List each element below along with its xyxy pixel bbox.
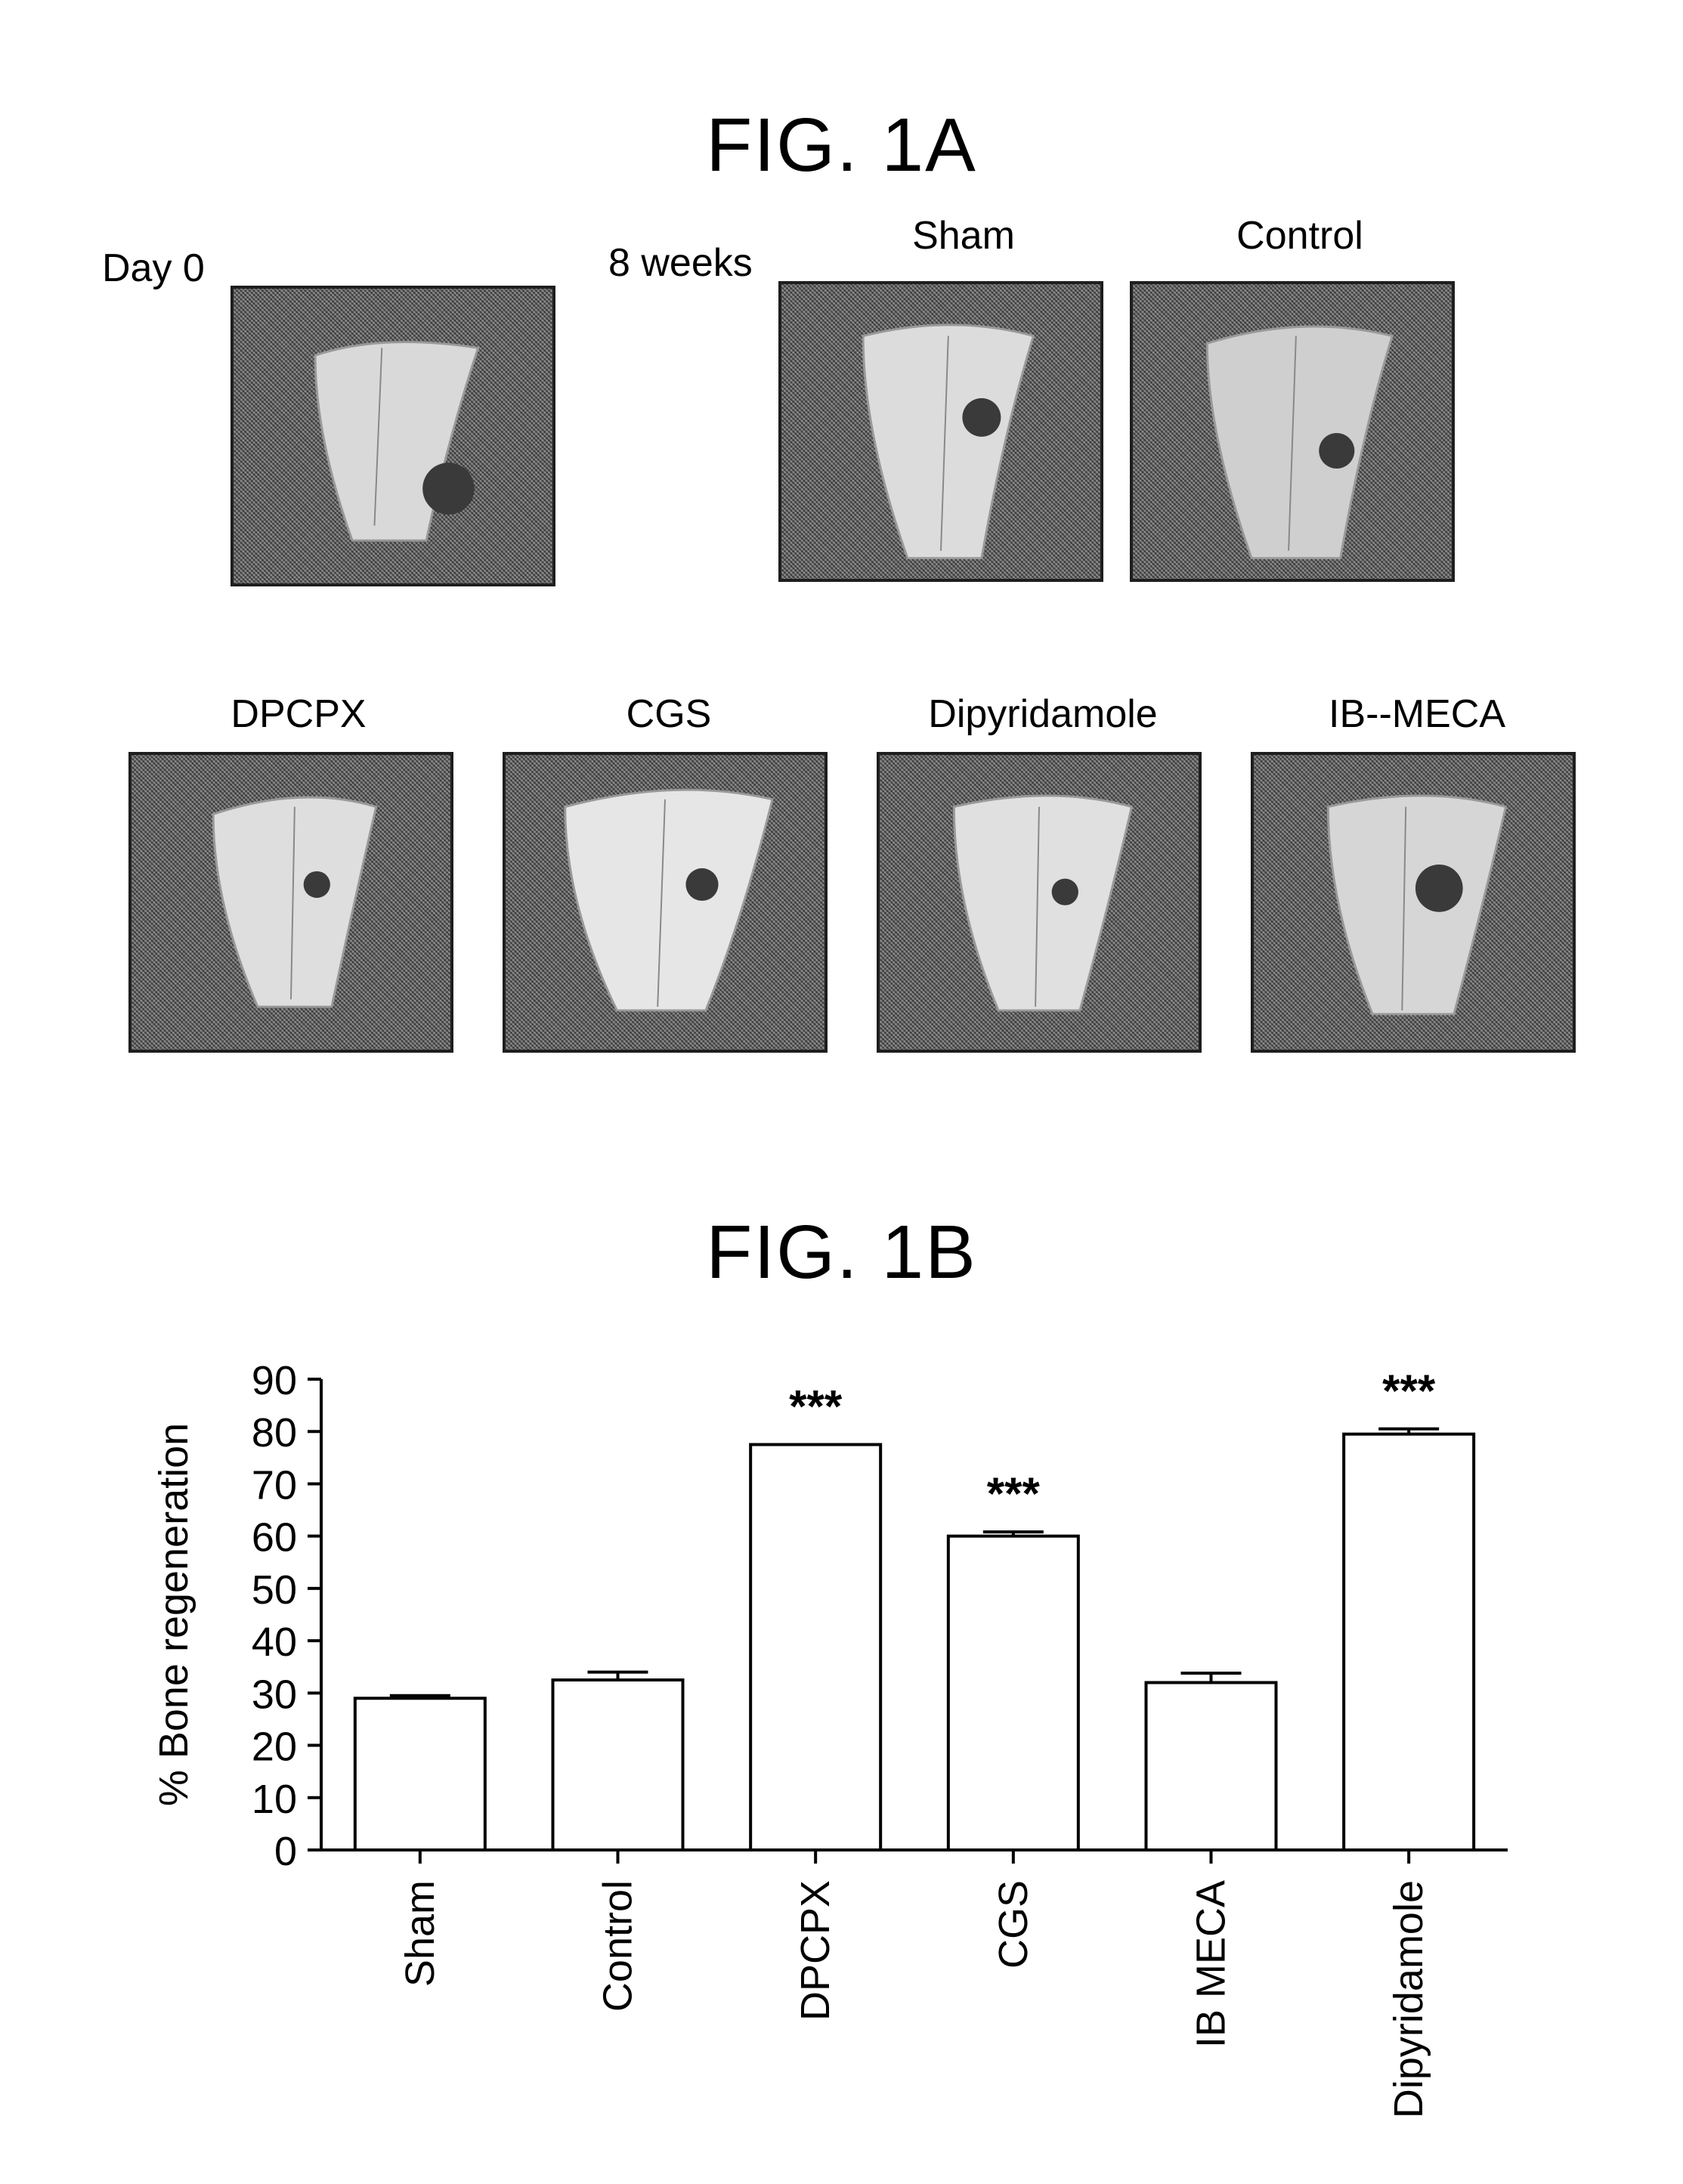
bar	[750, 1445, 880, 1850]
bar	[553, 1680, 683, 1850]
y-tick-label: 90	[252, 1358, 297, 1403]
x-tick-label: CGS	[991, 1880, 1036, 1969]
bar	[948, 1536, 1078, 1850]
x-tick-label: IB MECA	[1189, 1880, 1234, 2048]
x-tick-label: DPCPX	[793, 1880, 838, 2021]
x-tick-label: Control	[596, 1880, 641, 2012]
y-tick-label: 30	[252, 1672, 297, 1717]
y-tick-label: 10	[252, 1777, 297, 1822]
y-tick-label: 0	[274, 1829, 297, 1874]
bar	[1344, 1434, 1474, 1850]
bar	[355, 1698, 485, 1850]
x-tick-label: Sham	[398, 1880, 443, 1987]
y-tick-label: 70	[252, 1462, 297, 1508]
y-tick-label: 60	[252, 1515, 297, 1561]
bar	[1146, 1682, 1276, 1850]
significance-label: ***	[789, 1381, 843, 1432]
y-tick-label: 40	[252, 1619, 297, 1665]
y-tick-label: 20	[252, 1725, 297, 1770]
y-tick-label: 50	[252, 1567, 297, 1613]
y-tick-label: 80	[252, 1410, 297, 1455]
x-tick-label: Dipyridamole	[1386, 1880, 1431, 2118]
significance-label: ***	[987, 1468, 1041, 1519]
significance-label: ***	[1382, 1366, 1436, 1416]
y-axis-label: % Bone regeneration	[151, 1423, 196, 1806]
